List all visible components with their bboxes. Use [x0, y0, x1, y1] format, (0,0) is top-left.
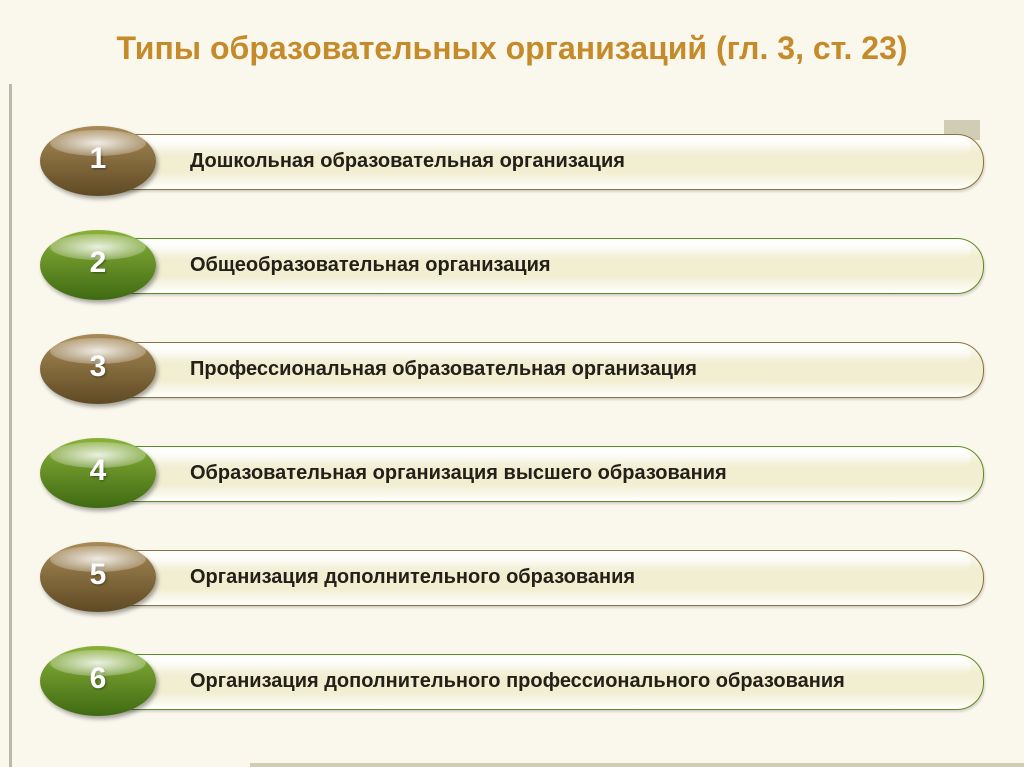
list-item-label: Образовательная организация высшего обра… [190, 440, 954, 506]
number-bubble: 2 [40, 230, 156, 300]
list-item-label: Организация дополнительного образования [190, 544, 954, 610]
list-item: 3 Профессиональная образовательная органи… [40, 336, 984, 402]
bottom-bar [250, 763, 1024, 767]
number-bubble: 4 [40, 438, 156, 508]
vertical-divider [9, 84, 12, 767]
number-bubble: 5 [40, 542, 156, 612]
number-label: 5 [40, 558, 156, 592]
number-bubble: 3 [40, 334, 156, 404]
list-container: 1 Дошкольная образовательная организация 2… [40, 128, 984, 752]
list-item-label: Профессиональная образовательная организ… [190, 336, 954, 402]
number-label: 1 [40, 142, 156, 176]
list-item-label: Общеобразовательная организация [190, 232, 954, 298]
list-item: 5 Организация дополнительного образования [40, 544, 984, 610]
number-label: 3 [40, 350, 156, 384]
list-item: 1 Дошкольная образовательная организация [40, 128, 984, 194]
number-bubble: 1 [40, 126, 156, 196]
list-item-label: Дошкольная образовательная организация [190, 128, 954, 194]
list-item: 6 Организация дополнительного профессиона… [40, 648, 984, 714]
page-title: Типы образовательных организаций (гл. 3,… [0, 30, 1024, 67]
number-label: 4 [40, 454, 156, 488]
list-item-label: Организация дополнительного профессионал… [190, 648, 954, 714]
number-label: 2 [40, 246, 156, 280]
list-item: 2 Общеобразовательная организация [40, 232, 984, 298]
number-bubble: 6 [40, 646, 156, 716]
number-label: 6 [40, 662, 156, 696]
list-item: 4 Образовательная организация высшего обр… [40, 440, 984, 506]
